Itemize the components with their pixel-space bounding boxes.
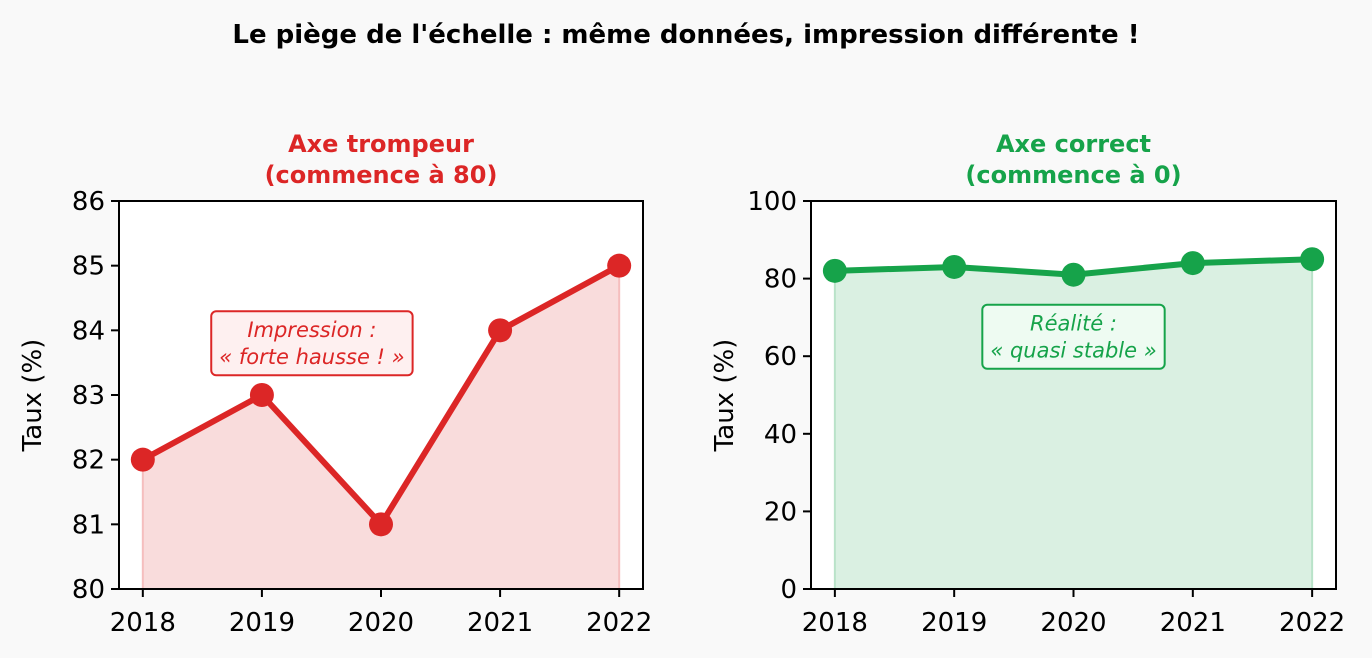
y-tick-label: 20 <box>764 497 797 527</box>
y-tick-label: 60 <box>764 342 797 372</box>
data-point-2019 <box>249 383 274 407</box>
annotation-box <box>210 310 414 377</box>
chart-title: (commence à 0) <box>965 161 1181 189</box>
chart-title: (commence à 80) <box>265 161 498 189</box>
y-tick-label: 80 <box>72 575 105 605</box>
x-tick-label: 2020 <box>348 608 414 638</box>
y-axis-label: Taux (%) <box>18 339 48 453</box>
annotation: Impression : « forte hausse ! » <box>210 310 414 377</box>
chart-panel-1: Impression : « forte hausse ! » 2018 2019 20… <box>18 130 652 638</box>
y-tick-label: 82 <box>72 446 105 476</box>
chart-title: Axe correct <box>996 130 1151 158</box>
x-tick-label: 2022 <box>586 608 652 638</box>
data-point-2018 <box>822 258 847 283</box>
x-tick-label: 2018 <box>110 608 176 638</box>
data-point-2020 <box>369 512 393 537</box>
y-tick-label: 83 <box>72 381 105 411</box>
chart-panel-2: Réalité :« quasi stable »2018 2019 2020 202… <box>710 130 1345 638</box>
data-point-2021 <box>488 318 513 343</box>
data-point-2022 <box>607 253 632 278</box>
annotation-text: Réalité : <box>1030 312 1117 336</box>
chart-title: Axe trompeur <box>288 130 474 158</box>
x-tick-label: 2019 <box>921 608 987 638</box>
data-point-2019 <box>942 254 967 279</box>
x-tick-label: 2020 <box>1040 608 1106 638</box>
x-tick-label: 2022 <box>1279 608 1345 638</box>
data-point-2018 <box>130 447 155 472</box>
y-tick-label: 40 <box>764 420 797 450</box>
data-point-2021 <box>1180 251 1205 276</box>
x-tick-label: 2021 <box>1160 608 1226 638</box>
x-tick-label: 2018 <box>802 608 868 638</box>
annotation-text: « quasi stable » <box>990 339 1156 363</box>
data-point-2022 <box>1300 247 1325 272</box>
annotation-box <box>981 303 1166 370</box>
figure-title: Le piège de l'échelle : même données, im… <box>232 20 1139 50</box>
y-tick-label: 84 <box>72 316 105 346</box>
annotation: Réalité : « quasi stable » <box>981 303 1166 370</box>
y-tick-label: 100 <box>747 187 797 217</box>
data-point-2020 <box>1061 262 1086 287</box>
y-tick-label: 0 <box>780 575 797 605</box>
annotation-text: « forte hausse ! » <box>219 345 404 369</box>
y-tick-label: 85 <box>72 252 105 282</box>
y-tick-label: 81 <box>72 510 105 540</box>
x-tick-label: 2019 <box>229 608 295 638</box>
x-tick-label: 2021 <box>467 608 533 638</box>
y-tick-label: 86 <box>72 187 105 217</box>
y-tick-label: 80 <box>764 265 797 295</box>
y-axis-label: Taux (%) <box>710 339 740 453</box>
annotation-text: Impression : <box>247 318 376 342</box>
